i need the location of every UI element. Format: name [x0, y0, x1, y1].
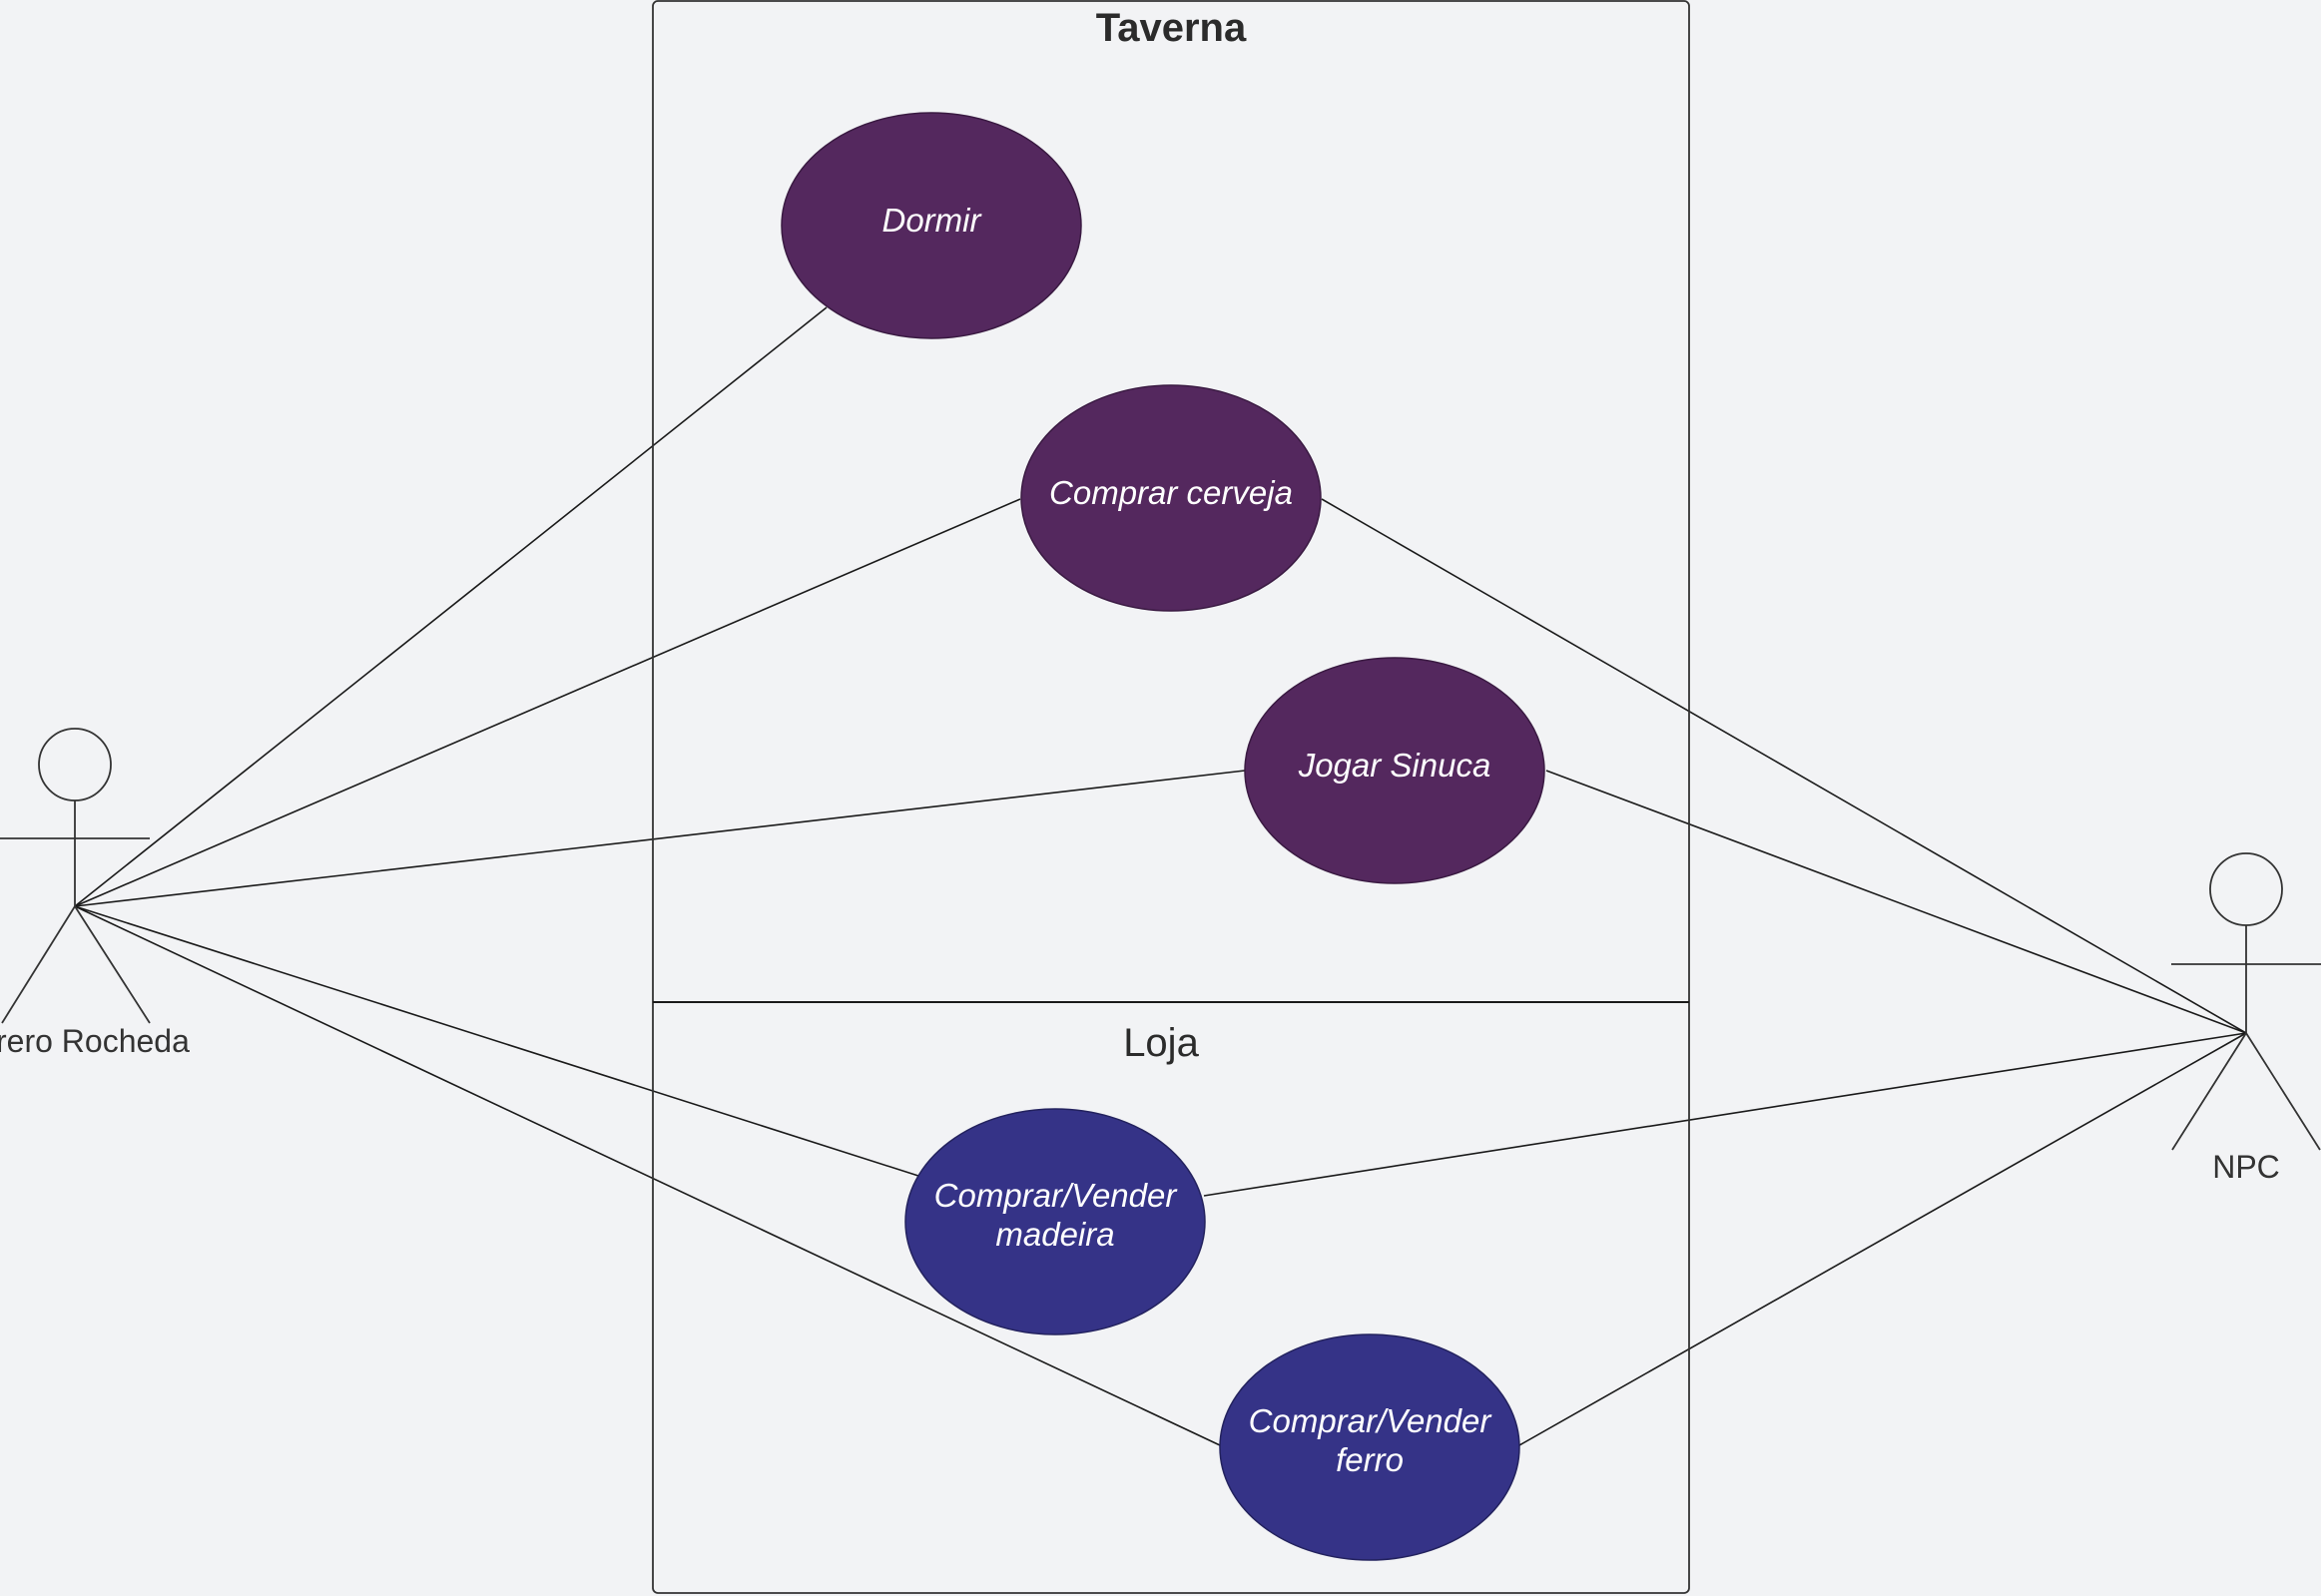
- association-ferreiro-jogar-sinuca: [74, 770, 1246, 907]
- associations: [74, 306, 2247, 1446]
- use-case-comprar-vender-madeira[interactable]: Comprar/Vender madeira: [904, 1108, 1206, 1335]
- association-ferreiro-comprar-vender-madeira: [74, 905, 919, 1177]
- actor-head: [38, 728, 112, 801]
- actor-label: NPC: [2212, 1149, 2280, 1185]
- system-title-loja: Loja: [1123, 1021, 1199, 1065]
- use-case-jogar-sinuca[interactable]: Jogar Sinuca: [1244, 657, 1545, 884]
- use-case-label-line-2: ferro: [1336, 1441, 1404, 1478]
- use-case-label-line-1: Comprar/Vender: [1249, 1402, 1493, 1439]
- association-ferreiro-comprar-vender-ferro: [74, 905, 1221, 1446]
- actor-right-leg: [2245, 1032, 2321, 1151]
- use-case-ellipse[interactable]: [1244, 657, 1545, 884]
- association-npc-comprar-cerveja: [1321, 498, 2247, 1034]
- association-ferreiro-comprar-cerveja: [74, 498, 1021, 907]
- actor-ferreiro[interactable]: rero Rocheda: [0, 728, 190, 1059]
- use-case-ellipse[interactable]: [904, 1108, 1206, 1335]
- use-case-label-line-2: madeira: [995, 1216, 1114, 1253]
- actor-npc[interactable]: NPC: [2171, 852, 2321, 1185]
- use-case-comprar-cerveja[interactable]: Comprar cerveja: [1020, 384, 1322, 612]
- use-case-dormir[interactable]: Dormir: [781, 112, 1082, 339]
- actor-label: rero Rocheda: [0, 1023, 190, 1059]
- association-npc-comprar-vender-madeira: [1203, 1032, 2247, 1197]
- actor-left-leg: [2171, 1032, 2247, 1151]
- actor-left-leg: [1, 905, 76, 1024]
- actor-right-leg: [74, 905, 151, 1024]
- use-case-label: Jogar Sinuca: [1298, 747, 1491, 784]
- association-npc-jogar-sinuca: [1545, 770, 2247, 1034]
- system-boundary[interactable]: Taverna Loja: [652, 0, 1690, 1594]
- use-case-comprar-vender-ferro[interactable]: Comprar/Vender ferro: [1219, 1333, 1520, 1561]
- association-ferreiro-dormir: [74, 306, 828, 907]
- use-case-ellipse[interactable]: [1020, 384, 1322, 612]
- use-case-ellipse[interactable]: [1219, 1333, 1520, 1561]
- actor-head: [2209, 852, 2283, 926]
- use-case-label: Comprar cerveja: [1049, 474, 1293, 511]
- association-npc-comprar-vender-ferro: [1518, 1032, 2247, 1446]
- use-case-ellipse[interactable]: [781, 112, 1082, 339]
- boundary-frame[interactable]: [652, 0, 1690, 1594]
- use-case-label: Dormir: [882, 202, 983, 239]
- use-case-label-line-1: Comprar/Vender: [934, 1177, 1179, 1214]
- system-title-taverna: Taverna: [1096, 6, 1247, 50]
